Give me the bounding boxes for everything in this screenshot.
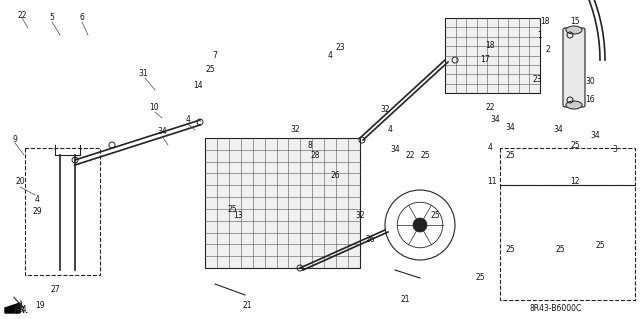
FancyBboxPatch shape [563, 28, 585, 107]
Text: 7: 7 [212, 50, 218, 60]
Bar [205, 138, 360, 268]
Text: 15: 15 [570, 18, 580, 26]
Text: 4: 4 [388, 125, 392, 135]
Text: 22: 22 [405, 151, 415, 160]
Text: 25: 25 [595, 241, 605, 249]
Text: 12: 12 [570, 177, 580, 187]
Text: 18: 18 [485, 41, 495, 50]
Text: 10: 10 [149, 103, 159, 113]
Text: 23: 23 [532, 76, 542, 85]
Bar [445, 18, 540, 93]
Polygon shape [5, 303, 20, 313]
Text: 25: 25 [570, 140, 580, 150]
Text: 1: 1 [538, 31, 542, 40]
Text: 2: 2 [546, 46, 550, 55]
Text: 3: 3 [612, 145, 618, 154]
Text: 4: 4 [328, 50, 332, 60]
Text: 25: 25 [227, 205, 237, 214]
Text: 14: 14 [193, 80, 203, 90]
Text: 34: 34 [157, 128, 167, 137]
Text: 4: 4 [186, 115, 191, 124]
Text: 29: 29 [32, 207, 42, 217]
Text: 30: 30 [585, 78, 595, 86]
Text: 13: 13 [233, 211, 243, 219]
Text: 18: 18 [540, 18, 550, 26]
Text: 31: 31 [138, 70, 148, 78]
Text: 34: 34 [390, 145, 400, 154]
Text: 11: 11 [487, 177, 497, 187]
Text: 6: 6 [79, 13, 84, 23]
Text: 21: 21 [400, 295, 410, 305]
Text: 22: 22 [485, 103, 495, 113]
Text: 25: 25 [475, 273, 485, 283]
Ellipse shape [566, 101, 582, 109]
Text: 32: 32 [355, 211, 365, 219]
Text: 34: 34 [490, 115, 500, 124]
Text: 27: 27 [50, 286, 60, 294]
Text: 17: 17 [480, 56, 490, 64]
Text: 24: 24 [17, 306, 27, 315]
Ellipse shape [566, 26, 582, 34]
Text: 28: 28 [310, 151, 320, 160]
Text: 34: 34 [553, 125, 563, 135]
Text: 16: 16 [585, 95, 595, 105]
Text: 8: 8 [308, 140, 312, 150]
Text: 25: 25 [505, 151, 515, 160]
Text: 25: 25 [555, 246, 565, 255]
Text: 4: 4 [488, 144, 492, 152]
Text: 23: 23 [335, 43, 345, 53]
Text: 25: 25 [505, 246, 515, 255]
Text: 26: 26 [330, 170, 340, 180]
Text: 4: 4 [35, 196, 40, 204]
Text: 25: 25 [205, 65, 215, 75]
Circle shape [413, 218, 427, 232]
Text: 9: 9 [13, 136, 17, 145]
Text: 21: 21 [243, 300, 252, 309]
Text: 25: 25 [430, 211, 440, 219]
Text: 32: 32 [380, 106, 390, 115]
Text: 5: 5 [49, 13, 54, 23]
Text: 32: 32 [290, 125, 300, 135]
Text: 34: 34 [505, 123, 515, 132]
Text: 22: 22 [17, 11, 27, 19]
Text: 34: 34 [590, 130, 600, 139]
Text: 26: 26 [365, 235, 375, 244]
Text: 25: 25 [420, 151, 430, 160]
Text: 8R43-B6000C: 8R43-B6000C [530, 304, 582, 313]
Text: 19: 19 [35, 300, 45, 309]
Text: 20: 20 [15, 177, 25, 187]
Text: FR.: FR. [14, 306, 29, 315]
